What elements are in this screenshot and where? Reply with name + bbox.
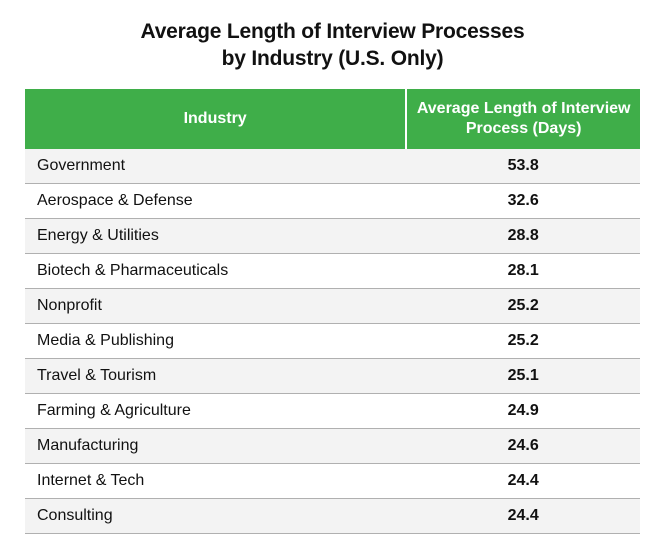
table-row: Biotech & Pharmaceuticals28.1	[25, 253, 640, 288]
cell-value: 25.1	[406, 358, 640, 393]
cell-value: 25.2	[406, 288, 640, 323]
cell-industry: Manufacturing	[25, 428, 406, 463]
data-table: Industry Average Length of Interview Pro…	[25, 89, 640, 534]
cell-value: 32.6	[406, 183, 640, 218]
cell-industry: Media & Publishing	[25, 323, 406, 358]
col-header-value: Average Length of Interview Process (Day…	[406, 89, 640, 149]
table-row: Manufacturing24.6	[25, 428, 640, 463]
cell-industry: Nonprofit	[25, 288, 406, 323]
cell-industry: Biotech & Pharmaceuticals	[25, 253, 406, 288]
table-row: Media & Publishing25.2	[25, 323, 640, 358]
cell-value: 24.6	[406, 428, 640, 463]
cell-industry: Farming & Agriculture	[25, 393, 406, 428]
table-row: Aerospace & Defense32.6	[25, 183, 640, 218]
cell-value: 53.8	[406, 149, 640, 184]
cell-industry: Internet & Tech	[25, 463, 406, 498]
cell-industry: Energy & Utilities	[25, 218, 406, 253]
cell-value: 24.9	[406, 393, 640, 428]
table-body: Government53.8Aerospace & Defense32.6Ene…	[25, 149, 640, 534]
cell-value: 28.1	[406, 253, 640, 288]
table-row: Travel & Tourism25.1	[25, 358, 640, 393]
cell-industry: Aerospace & Defense	[25, 183, 406, 218]
title-line-2: by Industry (U.S. Only)	[222, 47, 444, 70]
table-row: Internet & Tech24.4	[25, 463, 640, 498]
table-row: Energy & Utilities28.8	[25, 218, 640, 253]
table-row: Nonprofit25.2	[25, 288, 640, 323]
col-header-industry: Industry	[25, 89, 406, 149]
table-row: Farming & Agriculture24.9	[25, 393, 640, 428]
cell-industry: Government	[25, 149, 406, 184]
chart-title: Average Length of Interview Processes by…	[25, 18, 640, 73]
table-row: Consulting24.4	[25, 498, 640, 533]
table-row: Government53.8	[25, 149, 640, 184]
table-head: Industry Average Length of Interview Pro…	[25, 89, 640, 149]
cell-value: 24.4	[406, 498, 640, 533]
cell-value: 24.4	[406, 463, 640, 498]
cell-value: 25.2	[406, 323, 640, 358]
cell-industry: Travel & Tourism	[25, 358, 406, 393]
title-line-1: Average Length of Interview Processes	[141, 20, 525, 43]
cell-value: 28.8	[406, 218, 640, 253]
cell-industry: Consulting	[25, 498, 406, 533]
